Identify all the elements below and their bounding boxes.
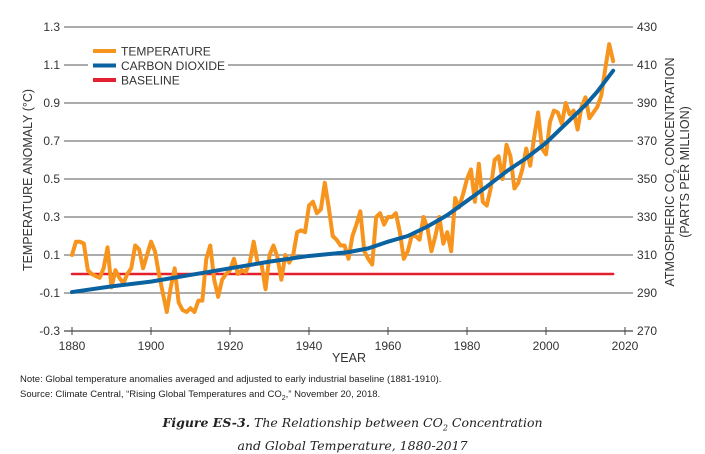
- source-subscript: 2: [281, 394, 286, 402]
- axes: 1.3 1.1 0.9 0.7 0.5 0.3 0.1 -0.1 -0.3 430 410 390 37…: [39, 20, 657, 353]
- y-tick-right: 290: [637, 286, 657, 300]
- chart-note: Note: Global temperature anomalies avera…: [20, 374, 442, 385]
- caption-text-a: The Relationship between CO: [250, 415, 443, 430]
- y-tick-left: 0.5: [43, 172, 60, 186]
- y-tick-right: 350: [637, 172, 657, 186]
- y-tick-right: 330: [637, 210, 657, 224]
- y-tick-right: 390: [637, 96, 657, 110]
- y-tick-left: 0.9: [43, 96, 60, 110]
- y-tick-left: 0.7: [43, 134, 60, 148]
- y-tick-left: -0.3: [39, 324, 60, 338]
- y-axis-left-title: TEMPERATURE ANOMALY (°C): [21, 89, 35, 271]
- y-tick-right: 270: [637, 324, 657, 338]
- y-tick-right: 370: [637, 134, 657, 148]
- x-tick-label: 1880: [59, 339, 86, 353]
- caption-subscript: 2: [442, 423, 448, 433]
- legend-label: CARBON DIOXIDE: [121, 59, 225, 73]
- y-tick-right: 410: [637, 58, 657, 72]
- legend-label: TEMPERATURE: [121, 45, 211, 59]
- caption-text-b: Concentration: [447, 415, 543, 430]
- x-tick-label: 1900: [138, 339, 165, 353]
- source-text-a: Source: Climate Central, “Rising Global …: [20, 389, 282, 400]
- legend-item-baseline: BASELINE: [93, 74, 180, 88]
- legend-label: BASELINE: [121, 74, 180, 88]
- chart-source: Source: Climate Central, “Rising Global …: [20, 389, 380, 402]
- caption-line-1: Figure ES-3. The Relationship between CO…: [0, 414, 705, 437]
- y-tick-left: -0.1: [39, 286, 60, 300]
- caption-line-2: and Global Temperature, 1880-2017: [237, 437, 468, 453]
- x-tick-label: 1980: [454, 339, 481, 353]
- y-tick-left: 1.1: [43, 58, 60, 72]
- y-tick-right: 310: [637, 248, 657, 262]
- y-tick-left: 0.3: [43, 210, 60, 224]
- legend-item-carbon-dioxide: CARBON DIOXIDE: [93, 59, 225, 73]
- temperature-line: [70, 42, 616, 314]
- x-tick-label: 1960: [375, 339, 402, 353]
- x-tick-label: 2000: [533, 339, 560, 353]
- chart: 1.3 1.1 0.9 0.7 0.5 0.3 0.1 -0.1 -0.3 430 410 390 37…: [21, 20, 692, 365]
- figure-caption: Figure ES-3. The Relationship between CO…: [0, 414, 705, 454]
- x-tick-label: 1920: [217, 339, 244, 353]
- y-tick-left: 0.1: [43, 248, 60, 262]
- co2-line: [70, 68, 616, 295]
- legend-item-temperature: TEMPERATURE: [93, 45, 211, 59]
- series-group: [70, 42, 616, 314]
- caption-label: Figure ES-3.: [162, 415, 251, 430]
- x-tick-label: 2020: [612, 339, 639, 353]
- y-tick-left: 1.3: [43, 20, 60, 34]
- y-axis-right-title: ATMOSPHERIC CO2 CONCENTRATION (PARTS PER…: [663, 57, 692, 286]
- y-axis-right-title-line1: ATMOSPHERIC CO2 CONCENTRATION: [663, 57, 681, 286]
- x-axis-title: YEAR: [332, 351, 366, 365]
- y-tick-right: 430: [637, 20, 657, 34]
- source-text-b: ,” November 20, 2018.: [285, 389, 381, 400]
- subscript: 2: [672, 169, 681, 174]
- x-tick-label: 1940: [296, 339, 323, 353]
- y-axis-right-title-line2: (PARTS PER MILLION): [678, 106, 692, 238]
